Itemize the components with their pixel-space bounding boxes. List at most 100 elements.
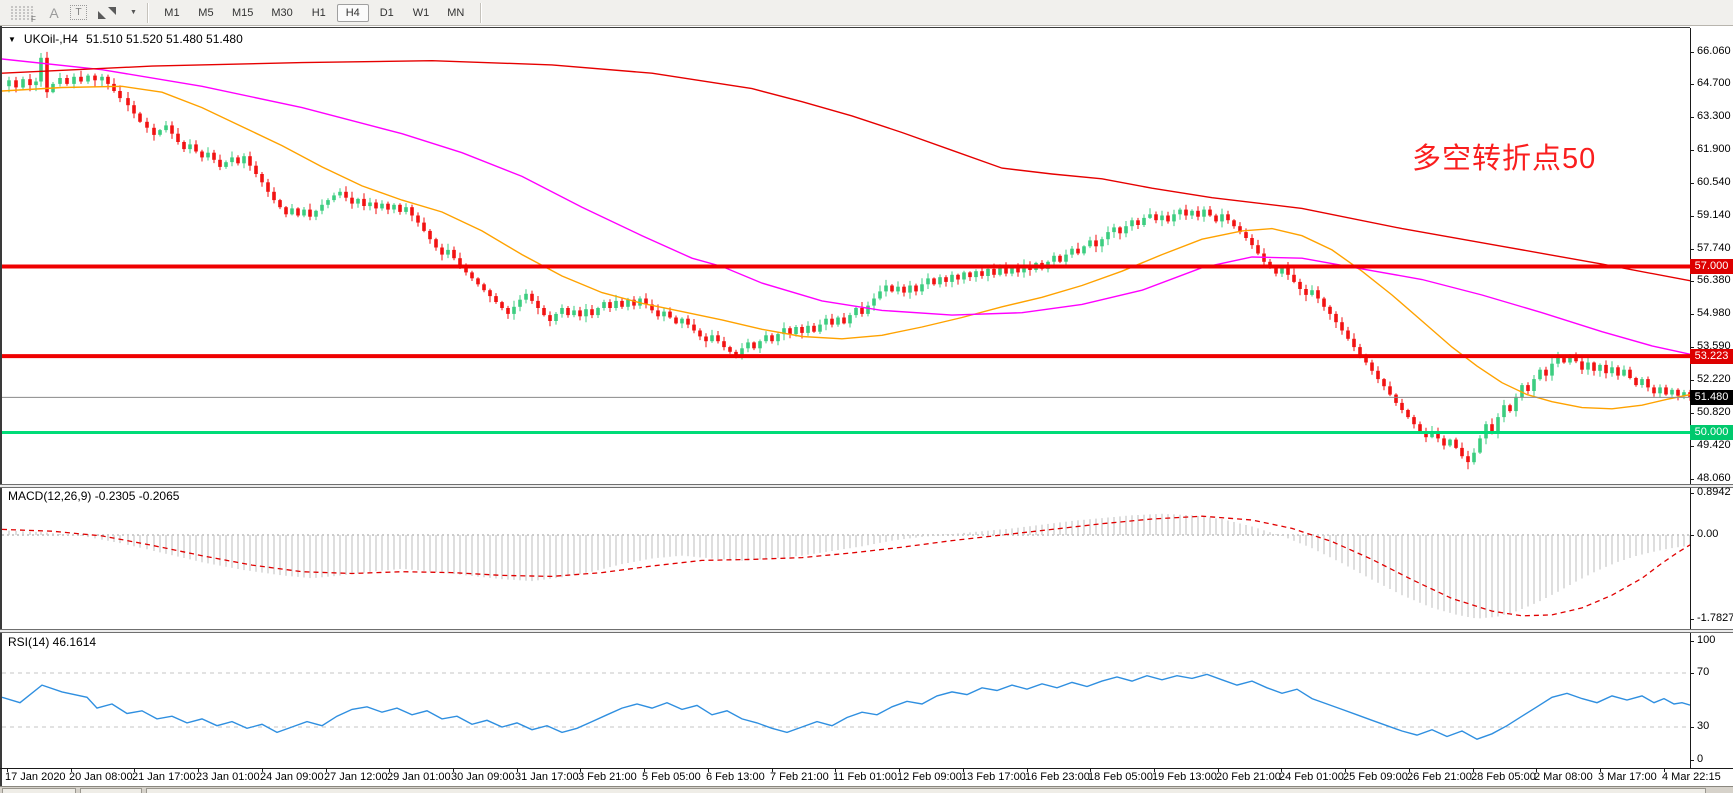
price-axis-tick bbox=[1690, 52, 1694, 53]
time-axis-tick bbox=[963, 768, 964, 772]
price-axis-label: 54.980 bbox=[1697, 307, 1731, 319]
timeframe-button-h4[interactable]: H4 bbox=[336, 3, 369, 22]
time-axis-tick bbox=[580, 768, 581, 772]
price-axis-label: 50.820 bbox=[1697, 406, 1731, 418]
rsi-panel[interactable] bbox=[2, 633, 1690, 768]
chevron-down-icon[interactable]: ▼ bbox=[130, 9, 137, 16]
time-axis-tick bbox=[1536, 768, 1537, 772]
rsi-axis-label: 30 bbox=[1697, 720, 1710, 732]
panel-separator[interactable] bbox=[0, 484, 1733, 488]
rsi-axis-label: 100 bbox=[1697, 634, 1716, 646]
timeframe-button-h1[interactable]: H1 bbox=[311, 6, 326, 19]
time-axis-tick bbox=[134, 768, 135, 772]
rsi-axis-label: 70 bbox=[1697, 666, 1710, 678]
timeframe-button-mn[interactable]: MN bbox=[447, 6, 465, 19]
price-axis-tick bbox=[1690, 347, 1694, 348]
time-axis-tick bbox=[899, 768, 900, 772]
time-axis-label: 28 Feb 05:00 bbox=[1471, 771, 1536, 783]
time-axis-label: 24 Jan 09:00 bbox=[260, 771, 324, 783]
rsi-axis-tick bbox=[1690, 760, 1694, 761]
symbol-timeframe: UKOil-,H4 bbox=[23, 32, 78, 46]
macd-axis-tick bbox=[1690, 535, 1694, 536]
price-badge-51.480: 51.480 bbox=[1690, 390, 1733, 405]
time-axis-label: 12 Feb 09:00 bbox=[897, 771, 962, 783]
indicator-grid-icon[interactable]: F bbox=[8, 3, 38, 23]
time-axis-label: 27 Jan 12:00 bbox=[324, 771, 388, 783]
time-axis-tick bbox=[262, 768, 263, 772]
price-axis-tick bbox=[1690, 249, 1694, 250]
time-axis-tick bbox=[772, 768, 773, 772]
time-axis-tick bbox=[1345, 768, 1346, 772]
time-axis-label: 26 Feb 21:00 bbox=[1407, 771, 1472, 783]
cursor-arrows-icon[interactable] bbox=[95, 3, 119, 23]
time-axis-label: 6 Feb 13:00 bbox=[706, 771, 765, 783]
price-axis-tick bbox=[1690, 281, 1694, 282]
price-axis-label: 57.740 bbox=[1697, 242, 1731, 254]
time-axis-tick bbox=[1218, 768, 1219, 772]
price-badge-53.223: 53.223 bbox=[1690, 349, 1733, 364]
rsi-axis-tick bbox=[1690, 727, 1694, 728]
time-axis-label: 24 Feb 01:00 bbox=[1279, 771, 1344, 783]
price-axis-label: 59.140 bbox=[1697, 209, 1731, 221]
price-axis-tick bbox=[1690, 380, 1694, 381]
price-badge-57.000: 57.000 bbox=[1690, 259, 1733, 274]
time-axis-label: 5 Feb 05:00 bbox=[642, 771, 701, 783]
price-axis-tick bbox=[1690, 413, 1694, 414]
price-axis-label: 60.540 bbox=[1697, 176, 1731, 188]
time-axis-label: 23 Jan 01:00 bbox=[196, 771, 260, 783]
time-axis-label: 30 Jan 09:00 bbox=[451, 771, 515, 783]
macd-label: MACD(12,26,9) -0.2305 -0.2065 bbox=[8, 489, 180, 503]
price-axis-label: 49.420 bbox=[1697, 439, 1731, 451]
time-axis[interactable]: 17 Jan 2020 20 Jan 08:00 21 Jan 17:00 23 Ja… bbox=[0, 768, 1733, 786]
time-axis-label: 31 Jan 17:00 bbox=[515, 771, 579, 783]
macd-axis-tick bbox=[1690, 619, 1694, 620]
toolbar: F A T ▼ M1 M5 M15 M30 H1 H4 D1 W1 MN bbox=[0, 0, 1733, 26]
window-left-border bbox=[0, 26, 2, 786]
chart-tab-stub[interactable] bbox=[2, 788, 76, 793]
timeframe-button-w1[interactable]: W1 bbox=[412, 6, 430, 19]
timeframe-button-m5[interactable]: M5 bbox=[198, 6, 214, 19]
macd-axis-label: 0.00 bbox=[1697, 528, 1719, 540]
price-axis-tick bbox=[1690, 117, 1694, 118]
font-a-icon[interactable]: A bbox=[49, 4, 59, 21]
macd-panel[interactable] bbox=[2, 488, 1690, 629]
time-axis-tick bbox=[1664, 768, 1665, 772]
chart-tab-stub[interactable] bbox=[80, 788, 142, 793]
price-axis-label: 56.380 bbox=[1697, 274, 1731, 286]
text-label-icon[interactable]: T bbox=[70, 5, 87, 20]
timeframe-button-m30[interactable]: M30 bbox=[271, 6, 293, 19]
time-axis-tick bbox=[1281, 768, 1282, 772]
price-axis-tick bbox=[1690, 84, 1694, 85]
time-axis-tick bbox=[389, 768, 390, 772]
price-axis-tick bbox=[1690, 314, 1694, 315]
time-axis-tick bbox=[1090, 768, 1091, 772]
time-axis-tick bbox=[453, 768, 454, 772]
price-axis-label: 64.700 bbox=[1697, 77, 1731, 89]
time-axis-label: 11 Feb 01:00 bbox=[833, 771, 898, 783]
time-axis-tick bbox=[71, 768, 72, 772]
time-axis-tick bbox=[198, 768, 199, 772]
main-price-chart[interactable] bbox=[2, 28, 1690, 484]
time-axis-label: 16 Feb 23:00 bbox=[1025, 771, 1090, 783]
timeframe-group: M1 M5 M15 M30 H1 H4 D1 W1 MN bbox=[155, 3, 473, 22]
timeframe-button-d1[interactable]: D1 bbox=[379, 6, 394, 19]
price-axis[interactable]: 66.060 64.700 63.300 61.900 60.540 59.140 57.7… bbox=[1690, 26, 1733, 786]
time-axis-label: 7 Feb 21:00 bbox=[770, 771, 829, 783]
chart-tabs-strip bbox=[0, 786, 1733, 793]
timeframe-button-m15[interactable]: M15 bbox=[231, 6, 254, 19]
time-axis-tick bbox=[1600, 768, 1601, 772]
time-axis-tick bbox=[835, 768, 836, 772]
chart-tab-stub[interactable] bbox=[146, 788, 1706, 793]
macd-axis-label: -1.7827 bbox=[1697, 612, 1733, 624]
toolbar-icon-group: F A T ▼ bbox=[0, 3, 140, 23]
time-axis-label: 18 Feb 05:00 bbox=[1088, 771, 1153, 783]
toolbar-separator bbox=[480, 2, 482, 23]
chart-annotation[interactable]: 多空转折点50 bbox=[1412, 143, 1597, 175]
timeframe-button-m1[interactable]: M1 bbox=[164, 6, 180, 19]
price-axis-tick bbox=[1690, 150, 1694, 151]
panel-separator[interactable] bbox=[0, 629, 1733, 633]
toolbar-separator bbox=[146, 2, 148, 23]
collapse-triangle-icon[interactable]: ▼ bbox=[8, 34, 16, 44]
macd-axis-tick bbox=[1690, 493, 1694, 494]
